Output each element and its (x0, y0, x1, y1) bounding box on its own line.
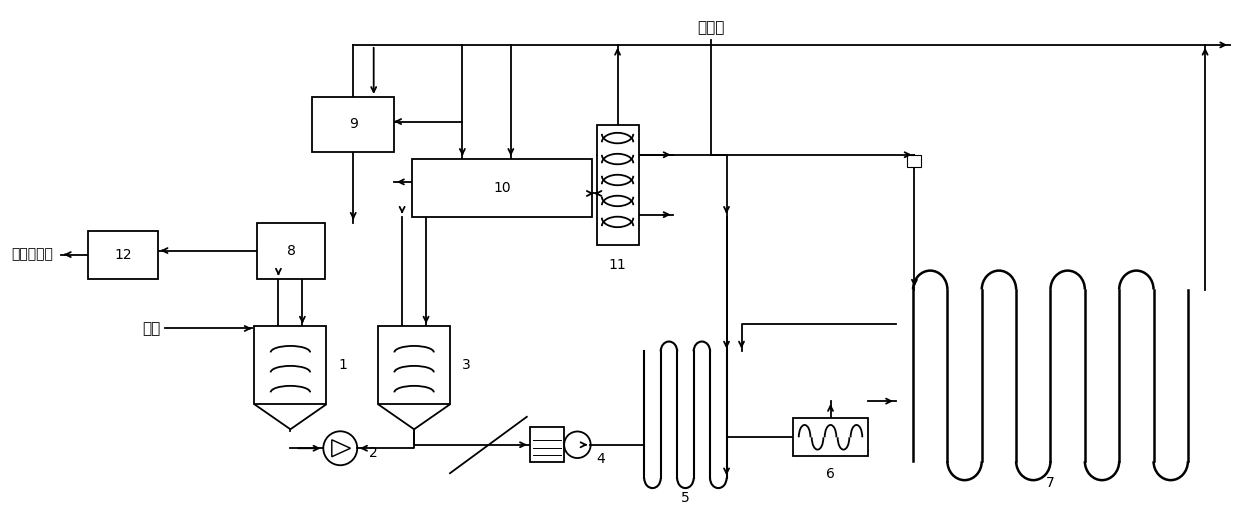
Text: 无污染排放: 无污染排放 (11, 247, 53, 262)
Text: 10: 10 (494, 180, 511, 195)
Text: 7: 7 (1047, 476, 1055, 490)
Bar (254, 327, 326, 404)
Bar (312, 97, 394, 152)
Bar (258, 223, 325, 278)
Bar (908, 155, 921, 167)
Text: 氧化剂: 氧化剂 (698, 20, 725, 35)
Text: 污泥: 污泥 (143, 321, 161, 336)
Text: 12: 12 (114, 247, 131, 262)
Bar (88, 231, 157, 278)
Text: 9: 9 (348, 117, 357, 131)
Text: 11: 11 (609, 258, 626, 272)
Text: 8: 8 (286, 243, 296, 258)
Text: 4: 4 (596, 452, 605, 466)
Text: 1: 1 (339, 358, 347, 373)
Bar (596, 125, 639, 244)
Bar (794, 418, 868, 456)
Text: 6: 6 (826, 467, 835, 481)
Bar (529, 427, 564, 462)
Bar (412, 159, 591, 216)
Text: 5: 5 (681, 491, 689, 505)
Text: 2: 2 (370, 446, 378, 460)
Bar (378, 327, 450, 404)
Text: 3: 3 (463, 358, 471, 373)
